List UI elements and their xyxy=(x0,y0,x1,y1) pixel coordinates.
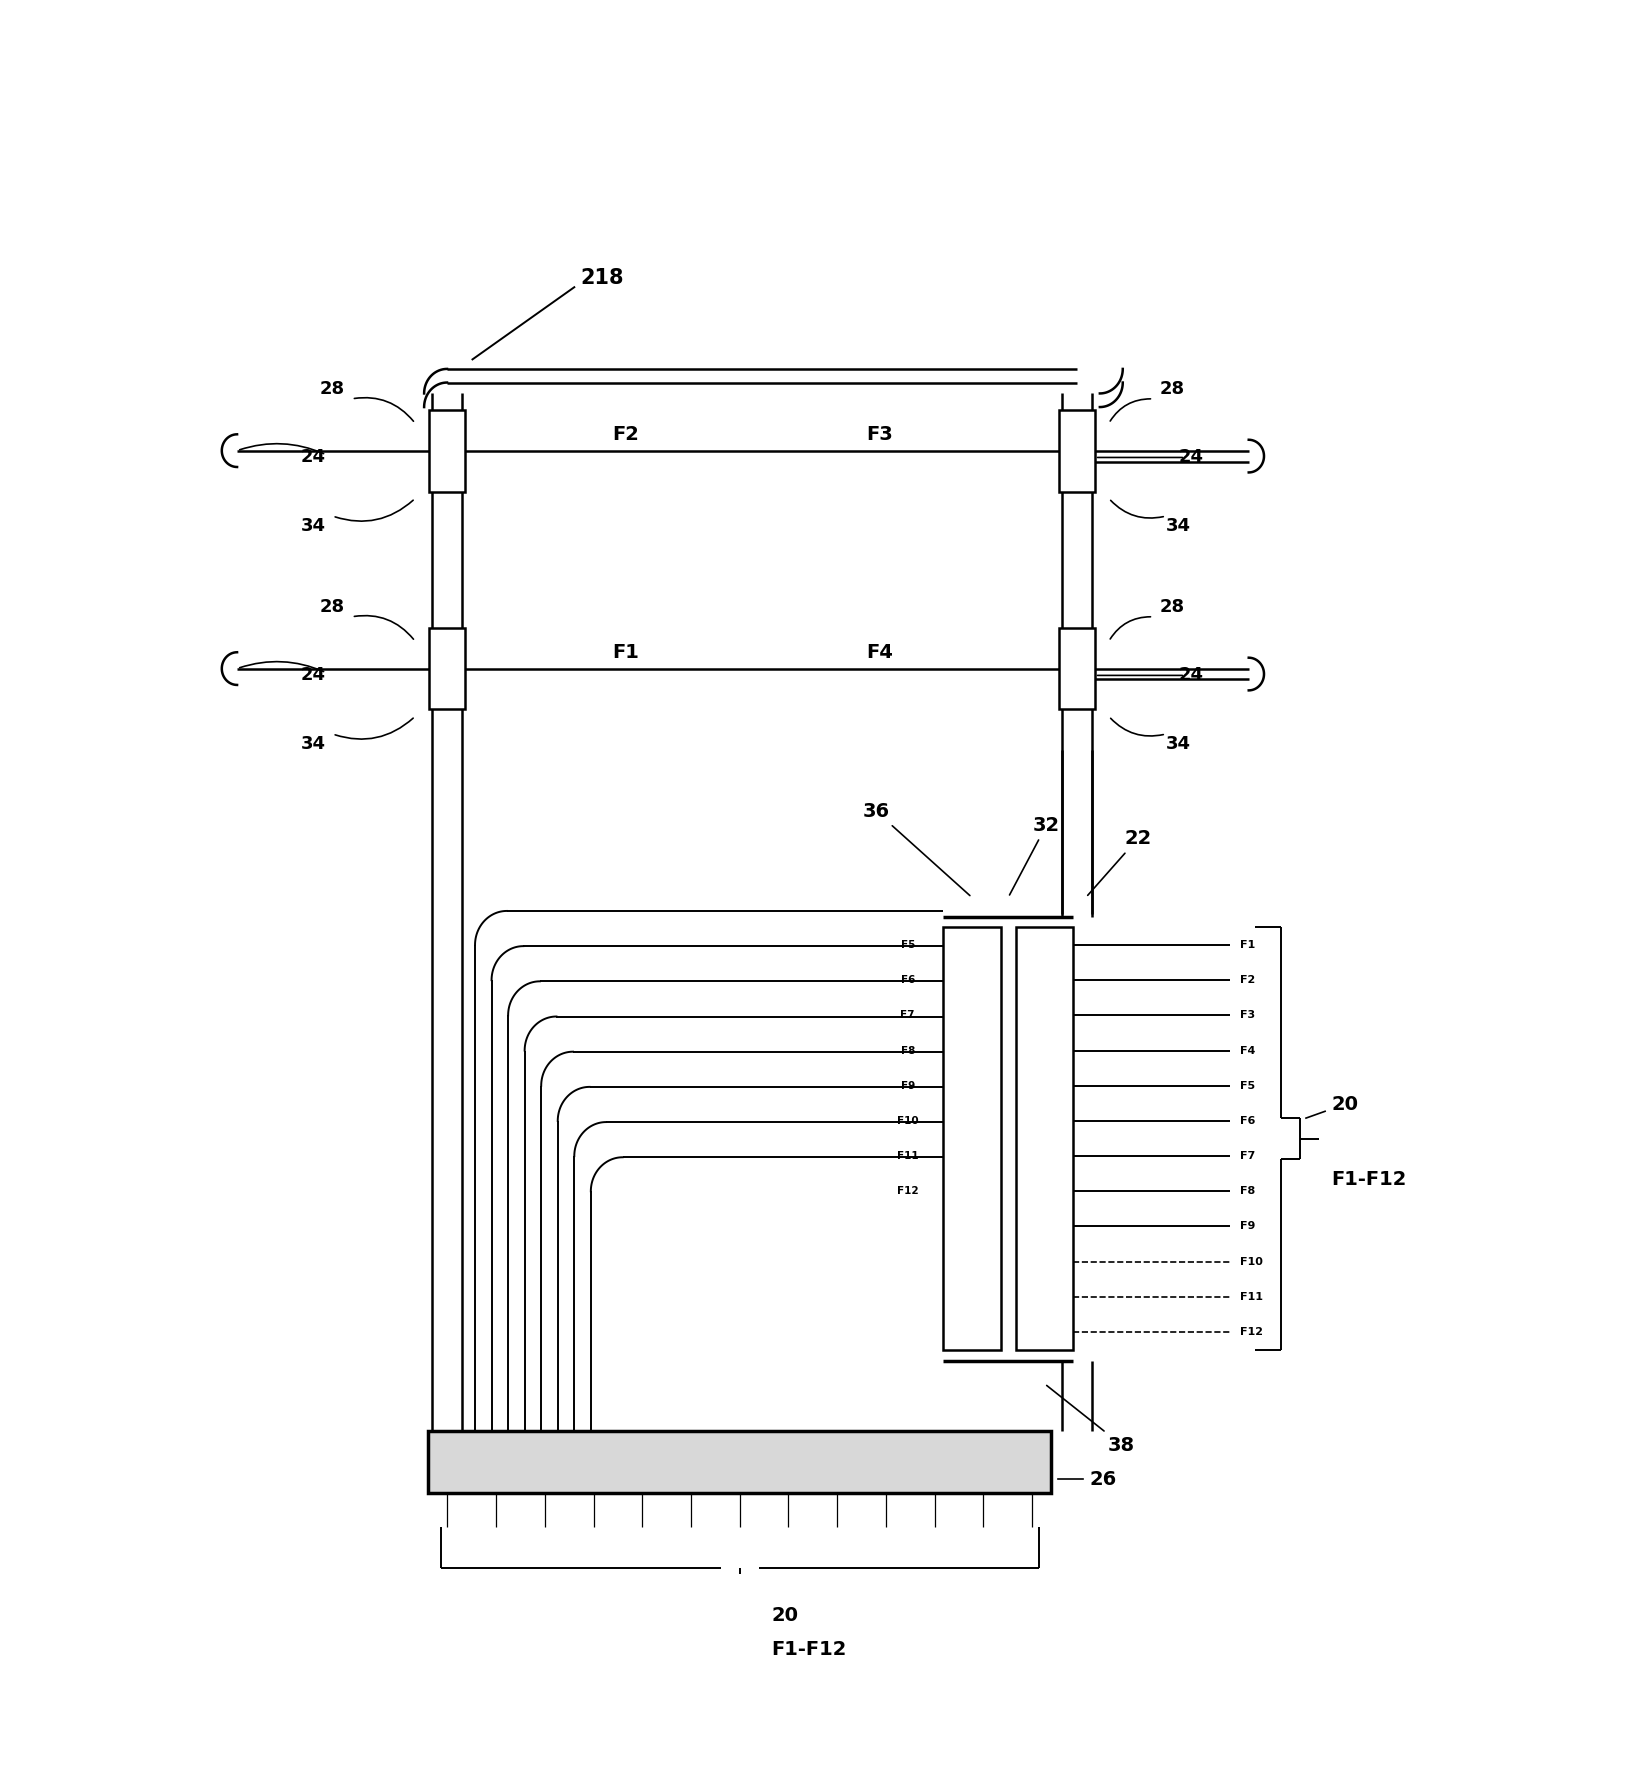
Text: P5: P5 xyxy=(964,1081,979,1091)
Text: 26: 26 xyxy=(1090,1470,1117,1488)
Text: F11: F11 xyxy=(897,1152,918,1160)
Text: 24: 24 xyxy=(1179,449,1204,467)
Text: P11: P11 xyxy=(1033,1291,1056,1302)
Text: P8: P8 xyxy=(1038,1187,1053,1196)
Text: P5: P5 xyxy=(1038,1081,1053,1091)
Text: 24: 24 xyxy=(300,667,325,685)
Text: 24: 24 xyxy=(1179,667,1204,685)
Text: F1: F1 xyxy=(612,642,639,662)
Text: P11: P11 xyxy=(961,1291,984,1302)
Text: 28: 28 xyxy=(320,380,345,398)
Text: F9: F9 xyxy=(900,1081,915,1091)
Text: 218: 218 xyxy=(581,267,624,288)
Text: 28: 28 xyxy=(1159,598,1186,616)
Text: P8: P8 xyxy=(964,1187,979,1196)
Text: P4: P4 xyxy=(1038,1045,1053,1056)
Text: P1: P1 xyxy=(1038,939,1053,950)
Text: P7: P7 xyxy=(964,1152,980,1160)
Text: 34: 34 xyxy=(300,517,325,534)
Text: P2: P2 xyxy=(1038,975,1053,985)
Text: P1: P1 xyxy=(964,939,979,950)
Text: F4: F4 xyxy=(1240,1045,1254,1056)
Text: P10: P10 xyxy=(961,1256,984,1267)
Text: 28: 28 xyxy=(320,598,345,616)
Text: P12: P12 xyxy=(961,1327,984,1337)
Text: 38: 38 xyxy=(1046,1385,1135,1454)
Text: F1-F12: F1-F12 xyxy=(772,1640,847,1659)
Text: F2: F2 xyxy=(1240,975,1254,985)
Text: P6: P6 xyxy=(964,1116,979,1125)
Bar xyxy=(1059,410,1095,492)
Text: 36: 36 xyxy=(864,801,970,895)
Text: F8: F8 xyxy=(900,1045,915,1056)
Text: P12: P12 xyxy=(1033,1327,1056,1337)
Text: F1: F1 xyxy=(1240,939,1254,950)
Text: 20: 20 xyxy=(772,1606,798,1624)
Bar xyxy=(1016,927,1074,1350)
Text: F7: F7 xyxy=(900,1010,915,1021)
Text: F9: F9 xyxy=(1240,1222,1254,1231)
Text: 24: 24 xyxy=(300,449,325,467)
Text: F7: F7 xyxy=(1240,1152,1254,1160)
Text: P3: P3 xyxy=(964,1010,979,1021)
Text: F3: F3 xyxy=(1240,1010,1254,1021)
Text: F1-F12: F1-F12 xyxy=(1332,1169,1407,1189)
Text: F6: F6 xyxy=(1240,1116,1254,1125)
Text: 34: 34 xyxy=(1166,517,1190,534)
Text: P9: P9 xyxy=(1038,1222,1053,1231)
Text: P10: P10 xyxy=(1033,1256,1056,1267)
Text: 34: 34 xyxy=(300,734,325,752)
Text: P2: P2 xyxy=(964,975,979,985)
Text: F6: F6 xyxy=(900,975,915,985)
Bar xyxy=(429,628,465,709)
Text: 20: 20 xyxy=(1332,1095,1358,1114)
Text: F2: F2 xyxy=(612,425,639,444)
Text: P6: P6 xyxy=(1038,1116,1053,1125)
Text: F5: F5 xyxy=(1240,1081,1254,1091)
Bar xyxy=(429,410,465,492)
Text: 34: 34 xyxy=(1166,734,1190,752)
Text: P7: P7 xyxy=(1038,1152,1053,1160)
Text: F8: F8 xyxy=(1240,1187,1254,1196)
Text: F10: F10 xyxy=(1240,1256,1263,1267)
Text: F5: F5 xyxy=(900,939,915,950)
Text: P4: P4 xyxy=(964,1045,980,1056)
Text: 28: 28 xyxy=(1159,380,1186,398)
Text: F12: F12 xyxy=(1240,1327,1263,1337)
Bar xyxy=(429,1431,1051,1493)
Text: 22: 22 xyxy=(1087,830,1151,895)
Text: P3: P3 xyxy=(1038,1010,1053,1021)
Bar xyxy=(943,927,1000,1350)
Text: F12: F12 xyxy=(897,1187,918,1196)
Text: F11: F11 xyxy=(1240,1291,1263,1302)
Text: F10: F10 xyxy=(897,1116,918,1125)
Text: P9: P9 xyxy=(964,1222,979,1231)
Text: F4: F4 xyxy=(867,642,893,662)
Text: F3: F3 xyxy=(867,425,893,444)
Bar xyxy=(1059,628,1095,709)
Text: 32: 32 xyxy=(1010,816,1061,895)
